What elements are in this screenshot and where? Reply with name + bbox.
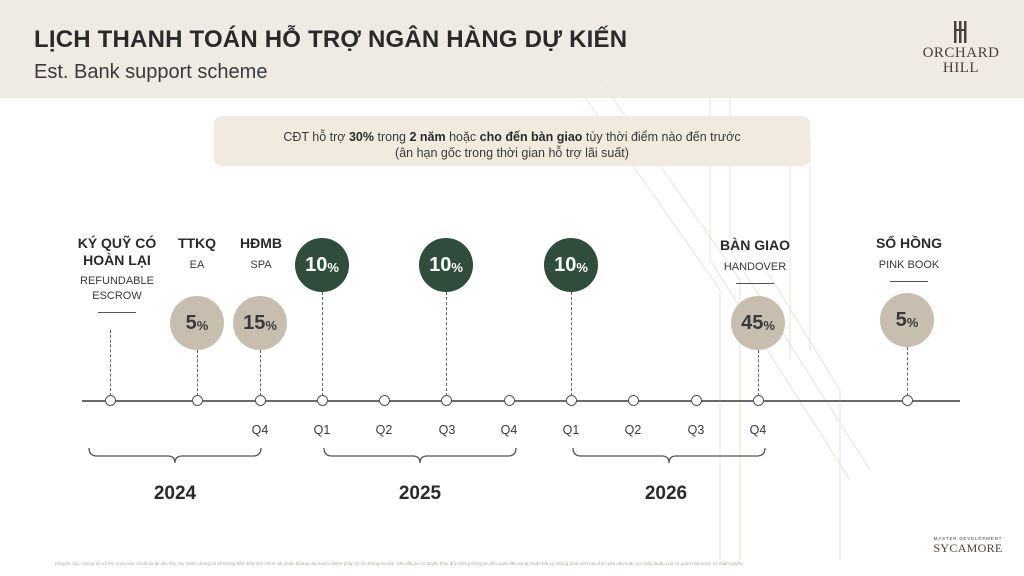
milestone-pinkbook-en: PINK BOOK bbox=[878, 259, 940, 271]
quarter-label: Q4 bbox=[251, 423, 269, 437]
milestone-escrow-en1: REFUNDABLE bbox=[80, 275, 154, 287]
milestone-pinkbook-vn: SỔ HỒNG bbox=[875, 235, 943, 251]
milestone-escrow-vn2: HOÀN LẠI bbox=[83, 252, 151, 268]
milestone-pinkbook: SỔ HỒNG PINK BOOK bbox=[864, 235, 954, 282]
connector-p2 bbox=[446, 292, 447, 396]
payment-ea-circle: 5% bbox=[170, 296, 224, 350]
payment-handover-circle: 45% bbox=[731, 296, 785, 350]
timeline-dot bbox=[441, 395, 452, 406]
quarter-label: Q3 bbox=[438, 423, 456, 437]
payment-p3-circle: 10% bbox=[544, 238, 598, 292]
quarter-label: Q2 bbox=[624, 423, 642, 437]
timeline-dot bbox=[317, 395, 328, 406]
payment-unit: % bbox=[451, 260, 463, 275]
connector-p1 bbox=[322, 292, 323, 396]
milestone-ttkq: TTKQ EA bbox=[166, 235, 228, 273]
quarter-label: Q1 bbox=[313, 423, 331, 437]
logo-line1: ORCHARD bbox=[922, 45, 1000, 61]
payment-pinkbook-circle: 5% bbox=[880, 293, 934, 347]
timeline-axis bbox=[82, 400, 960, 402]
milestone-hdmb: HĐMB SPA bbox=[230, 235, 292, 273]
connector-p3 bbox=[571, 292, 572, 396]
timeline-dot bbox=[504, 395, 515, 406]
year-label-2026: 2026 bbox=[644, 483, 688, 504]
note-highlight: 30% bbox=[348, 130, 375, 144]
developer-logo: MASTER DEVELOPMENT SYCAMORE bbox=[930, 536, 1006, 556]
quarter-label: Q1 bbox=[562, 423, 580, 437]
payment-p2-circle: 10% bbox=[419, 238, 473, 292]
milestone-rule bbox=[736, 283, 774, 284]
milestone-hdmb-en: SPA bbox=[250, 259, 272, 271]
connector-spa bbox=[260, 350, 261, 396]
payment-value: 10 bbox=[554, 253, 577, 276]
note-text: trong bbox=[374, 130, 410, 144]
payment-value: 5 bbox=[895, 308, 907, 331]
note-text: hoặc bbox=[445, 130, 480, 144]
connector-ea bbox=[197, 350, 198, 396]
payment-unit: % bbox=[265, 318, 277, 333]
note-highlight: 2 năm bbox=[409, 130, 446, 144]
page-title: LỊCH THANH TOÁN HỖ TRỢ NGÂN HÀNG DỰ KIẾN bbox=[34, 26, 628, 53]
note-line2: (ân hạn gốc trong thời gian hỗ trợ lãi s… bbox=[395, 146, 629, 160]
payment-value: 10 bbox=[305, 253, 328, 276]
quarter-label: Q3 bbox=[687, 423, 705, 437]
orchard-hill-logo: ORCHARD HILL bbox=[918, 20, 1004, 76]
milestone-handover: BÀN GIAO HANDOVER bbox=[710, 237, 800, 284]
timeline-dot bbox=[691, 395, 702, 406]
payment-value: 10 bbox=[429, 253, 452, 276]
timeline-dot bbox=[628, 395, 639, 406]
payment-value: 15 bbox=[243, 311, 266, 334]
timeline-dot bbox=[753, 395, 764, 406]
year-label-2025: 2025 bbox=[398, 483, 442, 504]
disclaimer-text: Khuyến cáo: Chúng tôi nỗ lực trong việc … bbox=[55, 561, 744, 566]
developer-label: MASTER DEVELOPMENT bbox=[933, 536, 1003, 541]
milestone-rule bbox=[890, 281, 928, 282]
quarter-label: Q4 bbox=[500, 423, 518, 437]
quarter-label: Q2 bbox=[375, 423, 393, 437]
payment-unit: % bbox=[906, 315, 919, 330]
logo-line2: HILL bbox=[942, 60, 980, 76]
year-brace-2025 bbox=[323, 447, 517, 464]
payment-unit: % bbox=[327, 260, 339, 275]
timeline-dot bbox=[902, 395, 913, 406]
timeline-dot bbox=[192, 395, 203, 406]
payment-p1-circle: 10% bbox=[295, 238, 349, 292]
payment-value: 45 bbox=[741, 311, 764, 334]
connector-pinkbook bbox=[907, 347, 908, 396]
milestone-handover-vn: BÀN GIAO bbox=[720, 237, 790, 253]
milestone-ttkq-vn: TTKQ bbox=[177, 235, 217, 251]
logo-mark-icon bbox=[954, 21, 967, 43]
timeline-dot bbox=[379, 395, 390, 406]
timeline-dot bbox=[566, 395, 577, 406]
header-band bbox=[0, 0, 1024, 98]
note-highlight: cho đến bàn giao bbox=[479, 130, 583, 144]
milestone-handover-en: HANDOVER bbox=[723, 261, 787, 273]
payment-spa-circle: 15% bbox=[233, 296, 287, 350]
quarter-label: Q4 bbox=[749, 423, 767, 437]
connector-escrow bbox=[110, 330, 111, 396]
support-note: CĐT hỗ trợ 30% trong 2 năm hoặc cho đến … bbox=[214, 116, 810, 166]
payment-unit: % bbox=[763, 318, 775, 333]
note-text: CĐT hỗ trợ bbox=[283, 130, 349, 144]
developer-name: SYCAMORE bbox=[933, 541, 1003, 555]
payment-unit: % bbox=[196, 318, 209, 333]
milestone-escrow: KÝ QUỸ CÓ HOÀN LẠI REFUNDABLE ESCROW bbox=[70, 235, 164, 313]
payment-value: 5 bbox=[185, 311, 197, 334]
payment-unit: % bbox=[576, 260, 588, 275]
milestone-rule bbox=[98, 312, 136, 313]
connector-handover bbox=[758, 350, 759, 396]
timeline-dot bbox=[105, 395, 116, 406]
year-brace-2024 bbox=[88, 447, 262, 464]
note-text: tùy thời điểm nào đến trước bbox=[582, 130, 741, 144]
page-subtitle: Est. Bank support scheme bbox=[34, 61, 268, 83]
milestone-ttkq-en: EA bbox=[189, 259, 205, 271]
milestone-escrow-vn1: KÝ QUỸ CÓ bbox=[77, 235, 157, 251]
milestone-hdmb-vn: HĐMB bbox=[240, 235, 282, 251]
timeline-dot bbox=[255, 395, 266, 406]
year-brace-2026 bbox=[572, 447, 766, 464]
note-line1: CĐT hỗ trợ 30% trong 2 năm hoặc cho đến … bbox=[214, 129, 810, 145]
milestone-escrow-en2: ESCROW bbox=[92, 290, 142, 302]
year-label-2024: 2024 bbox=[153, 483, 197, 504]
